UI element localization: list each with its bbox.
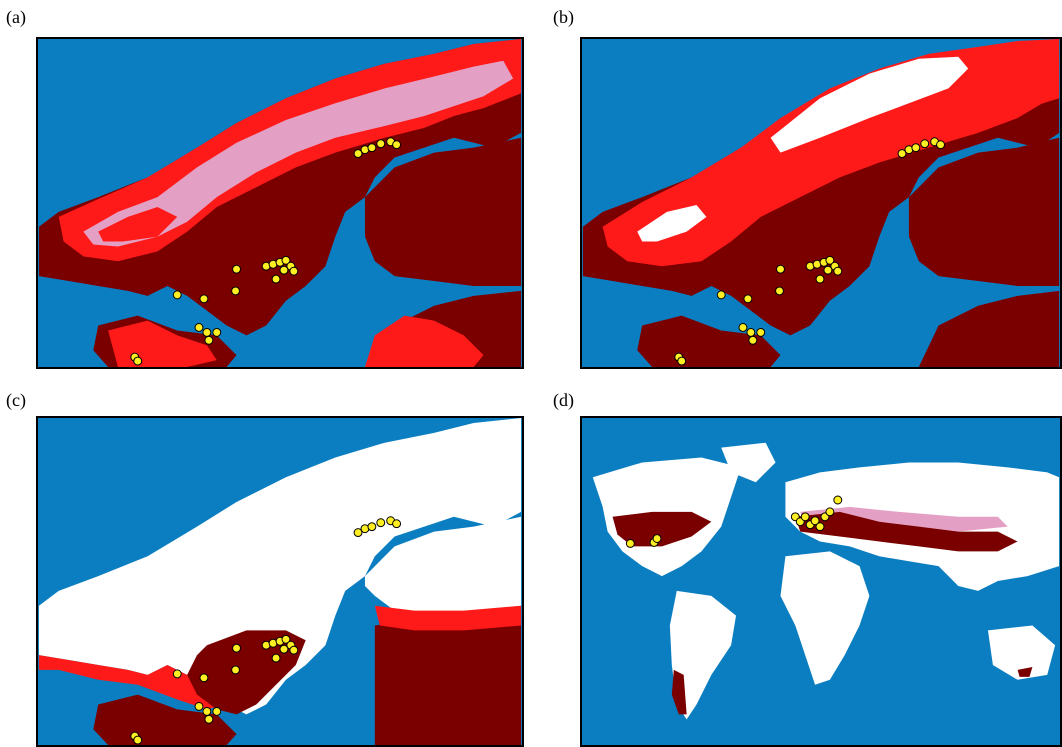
land-denmark bbox=[637, 315, 781, 367]
map-world-d bbox=[580, 416, 1062, 747]
occurrence-points bbox=[625, 495, 843, 548]
coast-red bbox=[38, 655, 227, 710]
suitability-band-pink bbox=[83, 60, 514, 247]
land-australia bbox=[987, 625, 1056, 680]
map-scandinavia-c bbox=[36, 416, 524, 747]
land-finland bbox=[908, 137, 1060, 286]
land-baltic bbox=[918, 290, 1060, 367]
land-south-america bbox=[669, 590, 737, 720]
land-south-sweden bbox=[187, 630, 306, 715]
map-c-svg bbox=[38, 418, 522, 745]
map-scandinavia-a bbox=[36, 37, 524, 369]
land-africa bbox=[780, 551, 870, 685]
suitability-east-red bbox=[364, 315, 484, 367]
land-scandinavia-white bbox=[38, 418, 522, 715]
suitability-north-america bbox=[612, 511, 712, 547]
occurrence-points bbox=[130, 137, 402, 366]
suitability-eurasia bbox=[795, 511, 1018, 552]
panel-label-d: (d) bbox=[553, 390, 574, 410]
panel-label-a: (a) bbox=[6, 7, 26, 27]
map-b-svg bbox=[582, 39, 1060, 367]
east-red-band bbox=[374, 605, 522, 631]
panel-label-c: (c) bbox=[6, 390, 26, 410]
unsuitable-area-white-west bbox=[637, 204, 707, 242]
map-scandinavia-b bbox=[580, 37, 1062, 369]
map-d-svg bbox=[592, 442, 1060, 720]
occurrence-points bbox=[674, 137, 945, 366]
map-a-svg bbox=[38, 39, 522, 367]
land-denmark bbox=[93, 694, 237, 745]
suitability-australia bbox=[1017, 666, 1033, 677]
panel-label-b: (b) bbox=[553, 7, 574, 27]
suitability-core-red bbox=[98, 206, 178, 242]
land-finland bbox=[364, 137, 522, 286]
suitability-south-america bbox=[671, 669, 687, 715]
occurrence-points bbox=[130, 516, 402, 745]
land-finland-white bbox=[364, 516, 522, 616]
land-greenland bbox=[721, 442, 776, 483]
suitability-east-red bbox=[978, 58, 1060, 109]
suitability-band-red bbox=[602, 39, 1060, 267]
land-east-south bbox=[374, 615, 522, 745]
unsuitable-area-white bbox=[770, 56, 969, 153]
